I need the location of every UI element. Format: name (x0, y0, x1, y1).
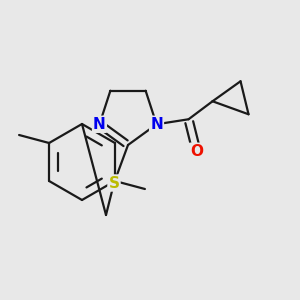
Text: S: S (109, 176, 119, 190)
Text: O: O (190, 144, 203, 159)
Text: N: N (93, 117, 106, 132)
Text: N: N (150, 117, 163, 132)
